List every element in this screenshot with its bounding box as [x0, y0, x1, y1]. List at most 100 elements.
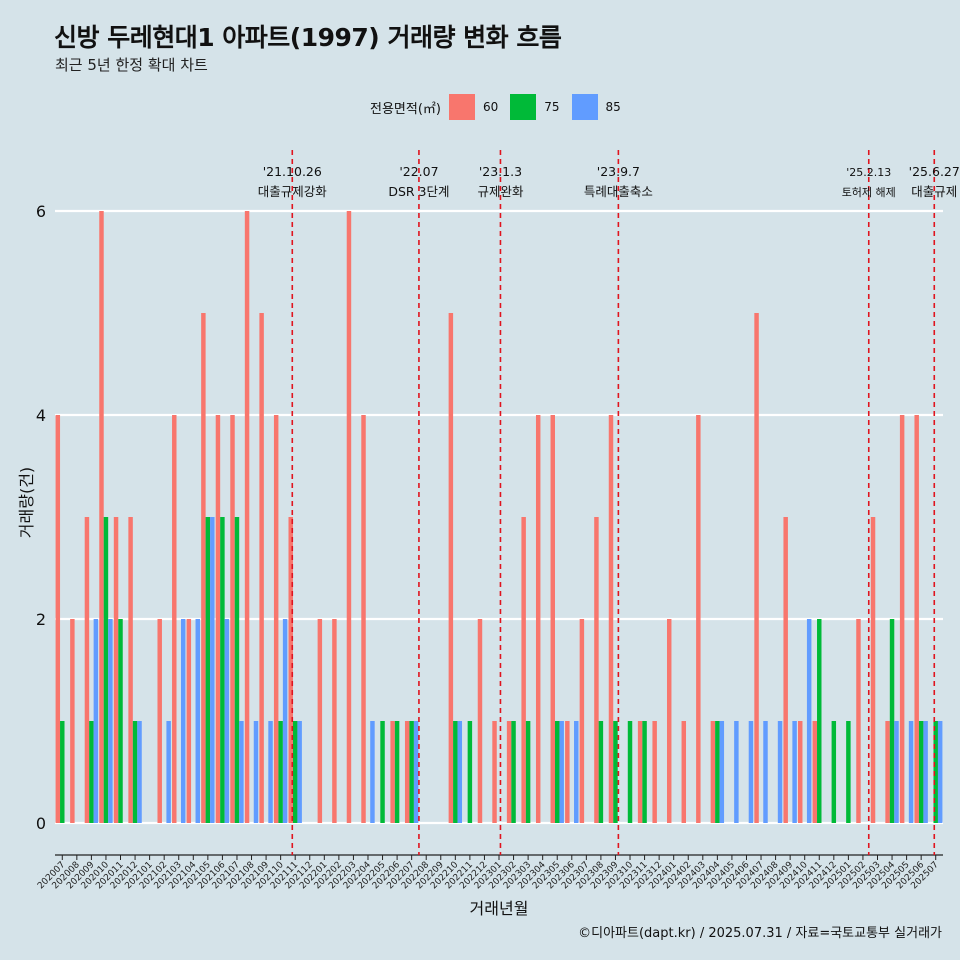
bar-75-202501: [846, 721, 851, 823]
bar-85-202306: [574, 721, 579, 823]
bar-85-202012: [137, 721, 142, 823]
event-label-0: 대출규제강화: [258, 184, 328, 199]
bar-60-202401: [666, 619, 672, 823]
bar-60-202212: [477, 619, 483, 823]
bar-75-202207: [409, 721, 414, 823]
bar-75-202012: [132, 721, 138, 823]
bar-60-202502: [856, 619, 861, 823]
bar-60-202506: [914, 415, 919, 823]
event-date-2: '23.1.3: [479, 164, 522, 179]
bar-60-202012: [128, 517, 133, 823]
bar-60-202407: [754, 313, 759, 823]
bar-75-202311: [642, 721, 647, 823]
bar-75-202404: [715, 721, 720, 823]
bar-60-202210: [448, 313, 454, 823]
bar-60-202007: [55, 415, 61, 823]
bar-85-202104: [195, 619, 200, 823]
event-label-4: 토허제 해제: [842, 185, 896, 199]
bar-75-202010: [103, 517, 109, 823]
bar-75-202210: [453, 721, 458, 823]
bar-60-202203: [346, 211, 352, 823]
y-axis-title: 거래량(건): [17, 467, 36, 538]
bar-60-202111: [288, 517, 293, 823]
bar-75-202007: [60, 721, 65, 823]
bar-75-202506: [918, 721, 924, 823]
bar-60-202011: [113, 517, 119, 823]
event-date-5: '25.6.27: [909, 164, 960, 179]
bar-75-202309: [613, 721, 618, 823]
event-label-3: 특례대출축소: [584, 184, 653, 199]
bar-85-202406: [748, 721, 754, 823]
bar-85-202010: [108, 619, 113, 823]
bar-60-202104: [186, 619, 192, 823]
bar-85-202204: [370, 721, 375, 823]
event-date-0: '21.10.26: [263, 164, 322, 179]
chart-subtitle: 최근 5년 한정 확대 차트: [55, 56, 208, 74]
bar-85-202102: [166, 721, 171, 823]
bar-85-202506: [923, 721, 928, 823]
bar-60-202102: [157, 619, 162, 823]
y-tick-label-0: 0: [36, 814, 46, 833]
bar-75-202106: [220, 517, 225, 823]
bar-60-202103: [172, 415, 177, 823]
x-axis-title: 거래년월: [470, 899, 529, 918]
bar-75-202011: [118, 619, 123, 823]
bar-75-202111: [292, 721, 298, 823]
bar-60-202402: [681, 721, 687, 823]
bar-75-202009: [89, 721, 94, 823]
bar-60-202202: [332, 619, 337, 823]
bar-75-202211: [467, 721, 473, 823]
chart-title: 신방 두레현대1 아파트(1997) 거래량 변화 흐름: [54, 23, 562, 52]
legend-item-60: 60: [448, 94, 499, 120]
bar-60-202308: [594, 517, 599, 823]
y-tick-label-4: 4: [36, 406, 46, 425]
legend-swatch-75: [510, 94, 537, 120]
bar-60-202409: [783, 517, 788, 823]
legend-label-75: 75: [544, 100, 560, 114]
bar-60-202110: [273, 415, 279, 823]
bar-85-202107: [239, 721, 244, 823]
bar-75-202206: [394, 721, 400, 823]
bar-60-202106: [215, 415, 221, 823]
legend-label-60: 60: [482, 100, 499, 114]
bar-60-202306: [565, 721, 570, 823]
legend-swatch-85: [571, 94, 598, 120]
bar-75-202507: [933, 721, 938, 823]
bar-75-202110: [278, 721, 283, 823]
bar-85-202504: [894, 721, 899, 823]
bar-60-202206: [390, 721, 395, 823]
bar-85-202507: [937, 721, 943, 823]
bar-60-202312: [652, 721, 657, 823]
bar-75-202303: [525, 721, 531, 823]
bar-85-202108: [253, 721, 259, 823]
bar-60-202404: [710, 721, 716, 823]
bar-85-202407: [763, 721, 768, 823]
bar-60-202301: [492, 721, 497, 823]
bar-85-202103: [180, 619, 186, 823]
bar-85-202109: [268, 721, 273, 823]
bar-85-202505: [908, 721, 914, 823]
bar-60-202307: [579, 619, 585, 823]
bar-85-202110: [282, 619, 288, 823]
bar-85-202410: [806, 619, 812, 823]
event-label-2: 규제완화: [477, 184, 524, 199]
bar-60-202411: [812, 721, 818, 823]
bar-60-202109: [259, 313, 264, 823]
bar-60-202010: [99, 211, 104, 823]
bar-60-202207: [404, 721, 410, 823]
legend-item-75: 75: [510, 94, 560, 120]
bar-85-202106: [224, 619, 230, 823]
y-tick-label-2: 2: [36, 610, 46, 629]
bar-85-202405: [734, 721, 739, 823]
bar-75-202105: [205, 517, 211, 823]
bar-60-202503: [870, 517, 876, 823]
bar-75-202205: [380, 721, 385, 823]
bar-75-202412: [831, 721, 837, 823]
event-label-5: 대출규제: [911, 184, 957, 199]
bar-85-202105: [210, 517, 215, 823]
legend: 전용면적(㎡) 60 75 85: [370, 93, 633, 121]
bar-60-202504: [885, 721, 890, 823]
bar-85-202009: [93, 619, 99, 823]
bar-60-202403: [696, 415, 701, 823]
bar-60-202303: [521, 517, 526, 823]
